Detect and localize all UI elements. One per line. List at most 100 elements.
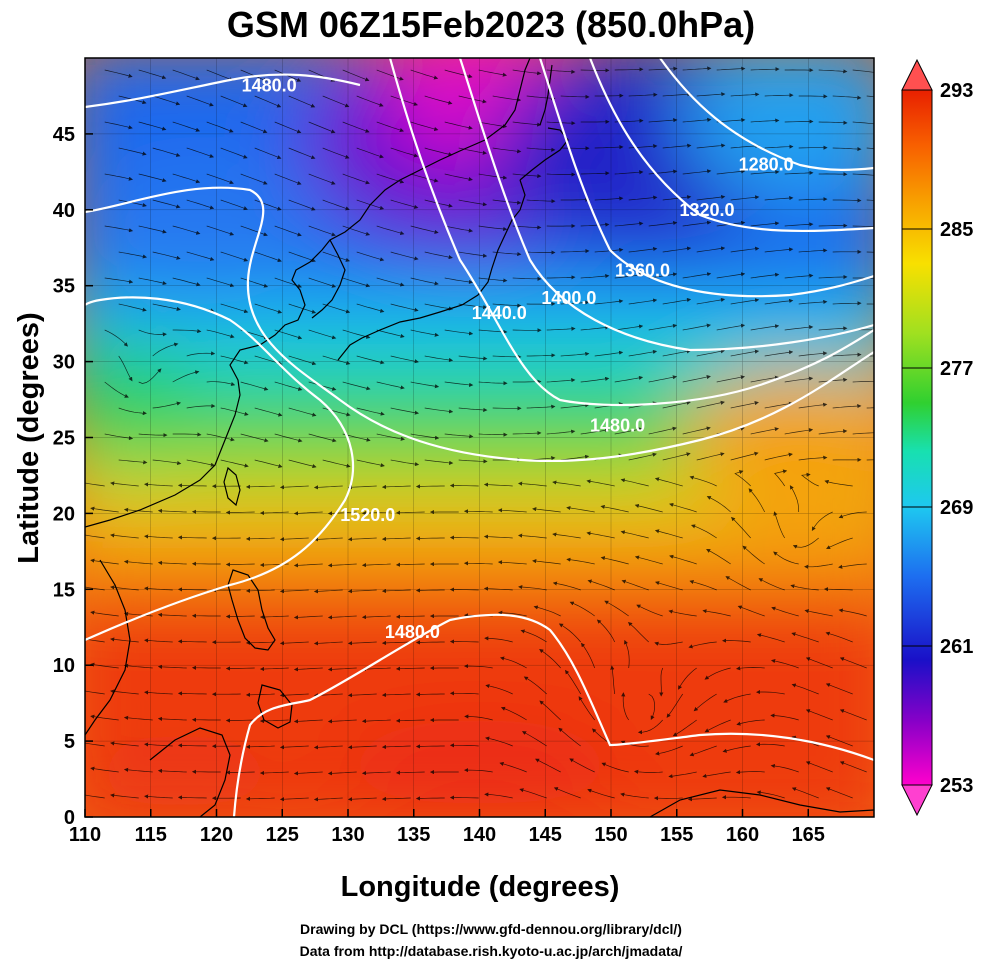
streamline: [654, 581, 683, 591]
streamline: [259, 666, 289, 672]
streamline: [492, 147, 522, 154]
streamline: [798, 402, 828, 409]
streamline: [138, 368, 162, 384]
streamline: [424, 459, 454, 465]
streamline: [274, 433, 303, 443]
streamline: [750, 272, 780, 279]
coastline-borneo: [149, 727, 231, 817]
streamline: [636, 604, 663, 617]
streamline: [750, 324, 780, 331]
streamline: [580, 325, 610, 331]
streamline: [85, 742, 105, 747]
streamline: [279, 693, 309, 698]
contour-label: 1400.0: [541, 288, 596, 308]
streamline: [730, 143, 760, 149]
streamline: [356, 251, 385, 262]
streamline: [381, 484, 411, 490]
streamline: [279, 745, 309, 750]
streamline: [696, 297, 726, 305]
streamline: [356, 355, 385, 365]
streamline: [206, 381, 236, 387]
streamline: [596, 619, 616, 643]
streamline: [839, 657, 867, 669]
streamline: [313, 797, 343, 802]
y-tick-label: 15: [53, 579, 75, 601]
streamline: [648, 220, 678, 227]
streamline: [696, 349, 726, 357]
streamline: [832, 352, 862, 357]
streamline: [750, 118, 780, 123]
streamline: [790, 584, 819, 591]
y-tick-label: 10: [53, 655, 75, 677]
streamline: [390, 303, 419, 312]
streamline: [614, 324, 644, 331]
streamline: [110, 689, 139, 695]
streamline: [722, 745, 751, 753]
streamline: [254, 407, 283, 417]
streamline: [532, 559, 561, 565]
streamline: [478, 69, 508, 77]
contour-line: [659, 58, 874, 171]
streamline: [104, 173, 134, 181]
streamline: [689, 745, 717, 757]
streamline: [523, 676, 547, 695]
streamline: [313, 589, 343, 594]
streamline: [327, 719, 357, 724]
streamline: [415, 692, 445, 697]
streamline: [594, 350, 624, 357]
streamline: [580, 428, 610, 435]
streamline: [693, 693, 717, 712]
streamline: [492, 354, 522, 359]
streamline: [342, 329, 371, 339]
streamline: [361, 719, 391, 724]
streamline: [483, 586, 513, 591]
streamline: [655, 745, 683, 756]
streamline: [764, 452, 793, 461]
streamline: [225, 770, 255, 775]
streamline: [825, 787, 853, 799]
streamline: [704, 719, 731, 733]
streamline: [478, 121, 508, 129]
streamline: [682, 272, 712, 279]
streamline: [620, 478, 649, 487]
streamline: [293, 771, 323, 776]
streamline: [730, 349, 760, 357]
colorbar: 293 285 277 269 261 253: [901, 58, 973, 817]
streamline: [356, 303, 385, 313]
streamline: [678, 667, 697, 690]
streamline: [424, 407, 454, 414]
streamline: [628, 92, 658, 97]
streamline: [520, 629, 547, 643]
streamline: [376, 173, 405, 184]
streamline: [560, 454, 590, 461]
streamline: [773, 511, 786, 539]
streamline: [225, 666, 255, 671]
streamline: [818, 326, 848, 331]
streamline: [521, 731, 547, 747]
streamline: [322, 251, 351, 262]
streamline: [682, 220, 712, 227]
streamline: [259, 718, 289, 724]
streamline: [648, 693, 655, 720]
streamline: [702, 771, 731, 778]
streamline: [458, 407, 488, 413]
streamline: [347, 589, 377, 594]
streamline: [578, 696, 595, 721]
streamline: [293, 563, 323, 568]
streamline: [526, 250, 556, 255]
streamline: [143, 638, 173, 643]
streamline: [825, 631, 853, 643]
credit-line-data: Data from http://database.rish.kyoto-u.a…: [299, 943, 683, 959]
streamline: [594, 196, 624, 201]
streamline: [648, 169, 678, 175]
streamline: [866, 147, 874, 149]
x-tick-label: 110: [69, 824, 101, 846]
streamline: [143, 690, 173, 695]
streamline: [730, 246, 760, 253]
streamline: [293, 667, 323, 672]
streamline: [735, 770, 765, 775]
streamline: [152, 147, 181, 157]
streamline: [552, 480, 581, 487]
streamline: [361, 563, 391, 568]
streamline: [594, 247, 624, 253]
